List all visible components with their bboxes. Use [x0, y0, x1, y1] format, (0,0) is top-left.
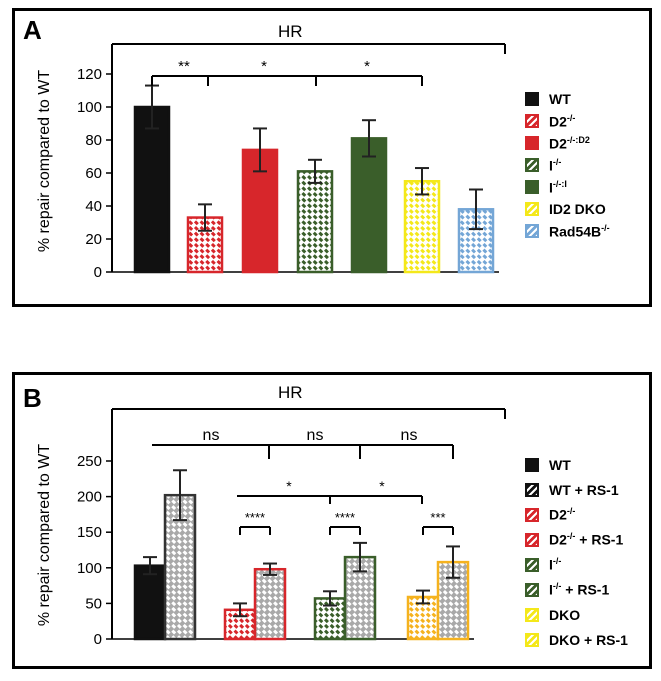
- legend-item-a-3: I-/-: [525, 154, 610, 176]
- legend-swatch-b-6: [525, 607, 539, 622]
- panel-b: B % repair compared to WT HR 0 50 100 150 20…: [12, 372, 652, 669]
- legend-swatch-a-6: [525, 224, 539, 238]
- legend-label-b-4: I-/-: [549, 556, 562, 573]
- legend-item-b-3: D2-/- + RS-1: [525, 527, 628, 552]
- b-ytick-label: 100: [77, 560, 102, 577]
- legend-item-b-1: WT + RS-1: [525, 477, 628, 502]
- legend-label-b-5: I-/- + RS-1: [549, 581, 610, 598]
- b-ytick-label: 200: [77, 489, 102, 506]
- legend-item-a-1: D2-/-: [525, 110, 610, 132]
- panel-b-title: HR: [278, 383, 303, 402]
- sig-label-b-7: ***: [430, 510, 445, 525]
- sig-label-b-1: ns: [307, 427, 324, 444]
- b-ytick-label: 150: [77, 524, 102, 541]
- legend-item-a-6: Rad54B-/-: [525, 220, 610, 242]
- panel-a-letter: A: [23, 15, 42, 45]
- legend-label-a-0: WT: [549, 91, 571, 107]
- legend-label-a-3: I-/-: [549, 156, 562, 174]
- a-ytick-label: 20: [85, 231, 102, 248]
- a-ytick-label: 80: [85, 132, 102, 149]
- bar-a-0: [133, 105, 171, 274]
- bar-b-3: [253, 567, 287, 641]
- a-ytick-label: 40: [85, 198, 102, 215]
- legend-swatch-b-7: [525, 632, 539, 647]
- legend-item-b-2: D2-/-: [525, 502, 628, 527]
- legend-label-a-2: D2-/-:D2: [549, 134, 590, 152]
- a-ytick-label: 0: [94, 264, 102, 281]
- sig-label-b-2: ns: [401, 427, 418, 444]
- panel-b-letter: B: [23, 383, 42, 413]
- b-ytick-label: 250: [77, 453, 102, 470]
- a-ytick-label: 120: [77, 66, 102, 83]
- sig-label-a-2: *: [364, 58, 370, 75]
- legend-swatch-b-1: [525, 482, 539, 497]
- legend-swatch-a-0: [525, 92, 539, 106]
- sig-label-b-0: ns: [203, 427, 220, 444]
- legend-swatch-a-5: [525, 202, 539, 216]
- legend-swatch-a-3: [525, 158, 539, 172]
- bar-a-5: [403, 180, 441, 274]
- legend-label-a-5: ID2 DKO: [549, 201, 606, 217]
- legend-label-a-6: Rad54B-/-: [549, 222, 610, 240]
- legend-label-b-7: DKO + RS-1: [549, 631, 628, 648]
- legend-item-a-4: I-/-:I: [525, 176, 610, 198]
- sig-label-a-0: **: [178, 58, 190, 75]
- panel-a-title: HR: [278, 22, 303, 41]
- legend-label-b-0: WT: [549, 456, 571, 473]
- panel-a: A % repair compared to WT HR 0 20 40 60 80 10…: [12, 8, 652, 307]
- legend-swatch-b-5: [525, 582, 539, 597]
- legend-item-b-5: I-/- + RS-1: [525, 577, 628, 602]
- legend-label-a-1: D2-/-: [549, 112, 576, 130]
- sig-label-b-4: *: [379, 478, 385, 494]
- b-ytick-label: 0: [94, 631, 102, 648]
- panel-a-legend: WT D2-/- D2-/-:D2 I-/- I-/-:I ID2 DKO Rad54B-/…: [525, 88, 610, 242]
- legend-swatch-b-0: [525, 457, 539, 472]
- a-ytick-label: 60: [85, 165, 102, 182]
- legend-label-b-2: D2-/-: [549, 506, 576, 523]
- legend-label-a-4: I-/-:I: [549, 178, 567, 196]
- a-ytick-label: 100: [77, 99, 102, 116]
- legend-swatch-a-4: [525, 180, 539, 194]
- sig-label-a-1: *: [261, 58, 267, 75]
- legend-item-a-5: ID2 DKO: [525, 198, 610, 220]
- legend-item-a-0: WT: [525, 88, 610, 110]
- legend-item-a-2: D2-/-:D2: [525, 132, 610, 154]
- legend-label-b-1: WT + RS-1: [549, 481, 619, 498]
- legend-item-b-0: WT: [525, 452, 628, 477]
- legend-item-b-7: DKO + RS-1: [525, 627, 628, 652]
- sig-label-b-6: ****: [335, 510, 355, 525]
- legend-item-b-4: I-/-: [525, 552, 628, 577]
- legend-swatch-b-2: [525, 507, 539, 522]
- legend-swatch-a-2: [525, 136, 539, 150]
- bar-a-3: [296, 170, 334, 274]
- legend-swatch-b-4: [525, 557, 539, 572]
- legend-label-b-6: DKO: [549, 606, 581, 623]
- sig-label-b-3: *: [286, 478, 292, 494]
- bar-a-4: [350, 137, 388, 274]
- b-ytick-label: 50: [85, 595, 102, 612]
- legend-item-b-6: DKO: [525, 602, 628, 627]
- bar-b-0: [133, 564, 167, 641]
- legend-swatch-a-1: [525, 114, 539, 128]
- legend-swatch-b-3: [525, 532, 539, 547]
- legend-label-b-3: D2-/- + RS-1: [549, 531, 624, 548]
- panel-b-legend: WT WT + RS-1 D2-/- D2-/- + RS-1 I-/- I-/- + R…: [525, 452, 628, 652]
- sig-label-b-5: ****: [245, 510, 265, 525]
